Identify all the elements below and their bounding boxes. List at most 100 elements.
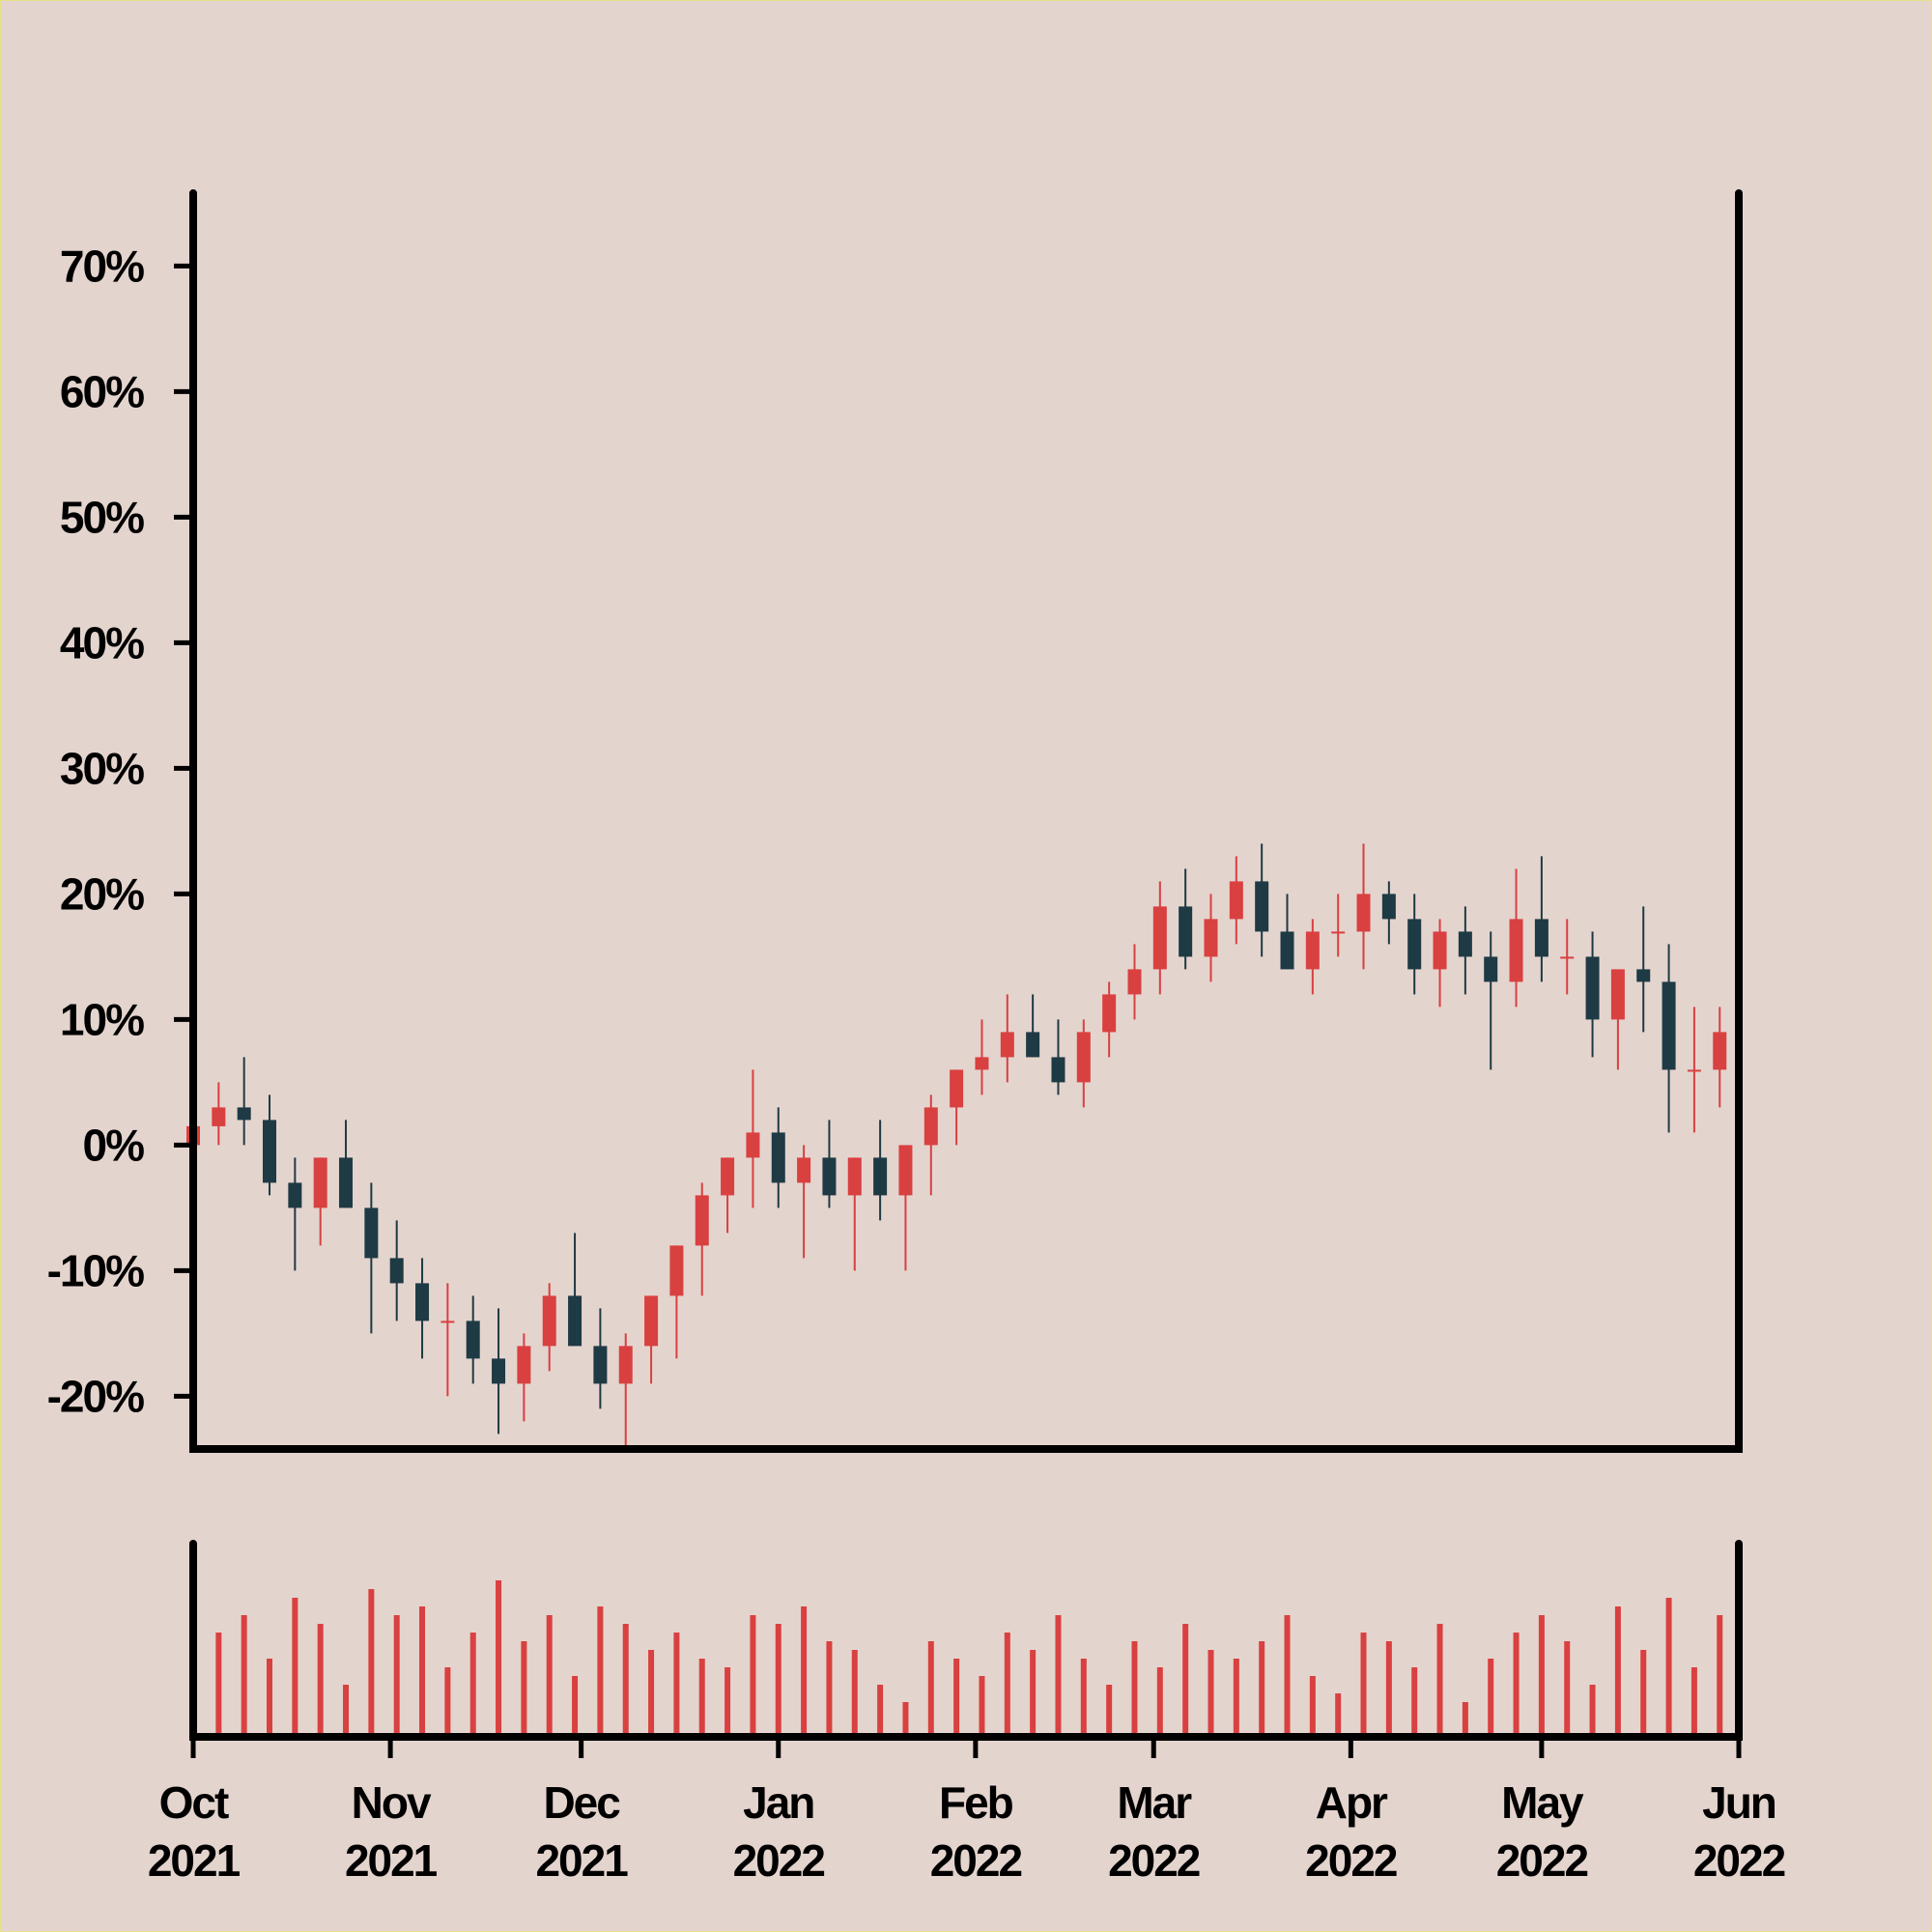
candle-body [873,1157,888,1196]
candle-body [950,1069,964,1108]
volume-bar [572,1676,579,1737]
candle-body [797,1157,811,1183]
x-tick-label: 2022 [1108,1835,1200,1886]
candle-body [1305,931,1320,970]
volume-frame [189,1540,1743,1741]
x-tick-label: Dec [543,1777,620,1828]
main-frame [189,189,1743,1453]
x-tick-label: 2022 [1496,1835,1588,1886]
volume-bar [1156,1667,1163,1737]
candle-body [695,1195,709,1246]
candle-body [288,1182,302,1208]
candle-body [1229,881,1243,920]
volume-bar [775,1624,781,1737]
y-tick-label: 10% [60,994,144,1044]
candle-body [1458,931,1472,957]
candle-body [440,1321,455,1323]
candle-body [771,1132,785,1183]
candle-body [1356,894,1371,932]
candle-body [1000,1032,1014,1058]
candle-body [1610,969,1625,1020]
candle-body [1204,919,1218,957]
volume-bar [1335,1693,1342,1737]
candle-body [1127,969,1142,995]
candle-body [1407,919,1422,970]
volume-bar [343,1685,350,1737]
x-tick-label: 2021 [345,1835,438,1886]
volume-bar [927,1641,934,1737]
volume-bar [1182,1624,1189,1737]
candle-body [1509,919,1523,982]
x-tick-label: Jan [743,1777,813,1828]
candle-body [923,1107,938,1146]
candle-body [1433,931,1447,970]
candle-body [1152,906,1167,970]
volume-bar [1360,1633,1367,1737]
candle-body [1331,931,1346,934]
candle-body [721,1157,735,1196]
candle-body [1687,1069,1701,1072]
marks [186,843,1727,1737]
y-tick-label: 30% [60,743,144,793]
volume-bar [1690,1667,1697,1737]
candle-body [1280,931,1294,970]
volume-bar [368,1589,375,1737]
volume-bar [1259,1641,1265,1737]
volume-bar [215,1633,222,1737]
y-tick-label: 70% [60,241,144,291]
candle-body [339,1157,354,1208]
volume-bar [444,1667,451,1737]
candle-body [1560,956,1575,959]
volume-bar [597,1606,604,1737]
volume-bar [1513,1633,1520,1737]
volume-bar [1080,1659,1087,1737]
volume-bar [521,1641,527,1737]
x-tick-label: 2022 [733,1835,825,1886]
volume-bar [750,1615,756,1737]
candle-body [669,1245,684,1296]
volume-bar [851,1650,858,1737]
candle-body [618,1346,633,1384]
candle-body [1636,969,1651,982]
y-tick-label: 0% [83,1120,145,1170]
candle-body [1255,881,1269,932]
volume-bar [698,1659,705,1737]
candle-body [1381,894,1396,920]
x-tick-label: Feb [939,1777,1013,1828]
volume-bar [267,1659,273,1737]
x-tick-label: Apr [1316,1777,1388,1828]
volume-bar [1208,1650,1214,1737]
candle-body [1662,981,1676,1070]
volume-bar [673,1633,680,1737]
volume-bar [1004,1633,1010,1737]
volume-bar [317,1624,324,1737]
volume-bar [1030,1650,1037,1737]
volume-bar [419,1606,426,1737]
volume-bar [1309,1676,1316,1737]
candle-body [1179,906,1193,957]
candle-body [1051,1057,1065,1083]
volume-bar [546,1615,553,1737]
candle-body [1484,956,1498,982]
volume-bar [1538,1615,1545,1737]
candle-body [237,1107,251,1121]
candle-body [1534,919,1548,957]
x-tick-label: 2021 [535,1835,628,1886]
volume-bar [1589,1685,1596,1737]
x-tick-label: Oct [159,1777,229,1828]
candle-body [1102,994,1117,1033]
x-tick-label: May [1501,1777,1584,1828]
x-tick-label: 2022 [930,1835,1022,1886]
volume-bar [1284,1615,1291,1737]
candle-body [847,1157,862,1196]
candle-body [492,1358,506,1384]
volume-bar [801,1606,808,1737]
x-tick-label: Jun [1702,1777,1776,1828]
volume-bar [1665,1598,1672,1737]
candle-body [389,1258,404,1284]
volume-bar [1106,1685,1113,1737]
volume-bar [1462,1702,1468,1737]
